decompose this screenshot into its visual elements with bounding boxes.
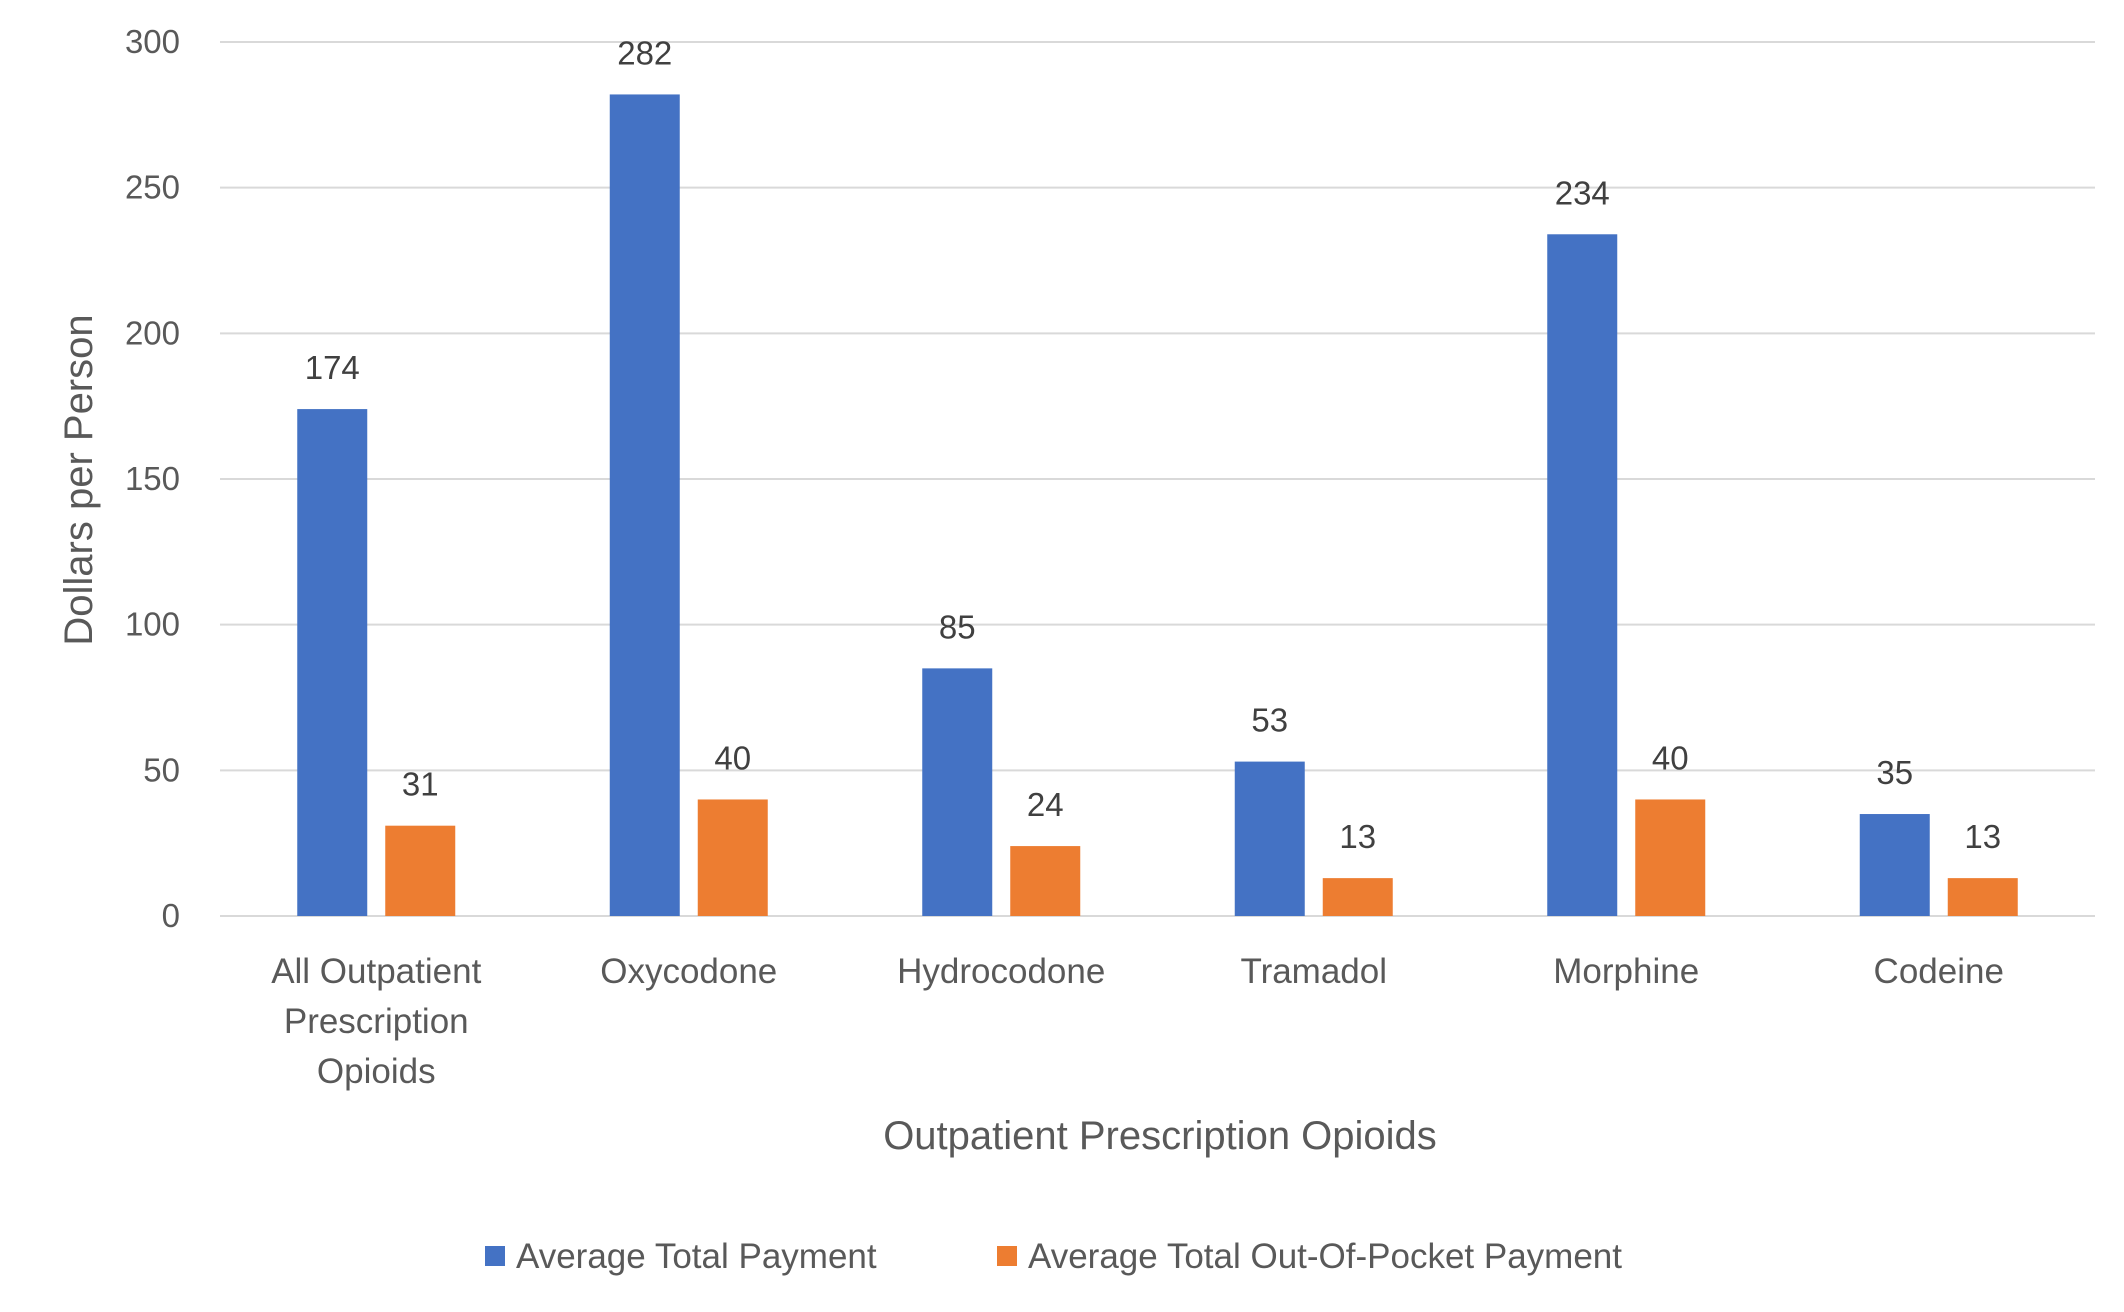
- y-axis-ticks: 0 50 100 150 200 250 300: [125, 23, 180, 934]
- data-label: 24: [1027, 786, 1064, 823]
- x-category-label: Codeine: [1874, 952, 2004, 991]
- data-labels: 174 282 85 53 234 35 31 40 24 13 40 13: [305, 34, 2001, 855]
- x-category-label: Morphine: [1553, 952, 1699, 991]
- bar-total-payment: [297, 409, 368, 916]
- y-tick-label: 50: [143, 751, 180, 788]
- legend-swatch: [485, 1246, 505, 1266]
- data-label: 13: [1964, 818, 2001, 855]
- x-category-label-line: Prescription: [284, 1002, 469, 1041]
- x-category-label-line: Morphine: [1553, 952, 1699, 991]
- bar-total-payment: [609, 94, 680, 916]
- bar-out-of-pocket: [385, 825, 456, 916]
- y-tick-label: 0: [162, 897, 180, 934]
- x-axis-title: Outpatient Prescription Opioids: [883, 1114, 1437, 1158]
- y-tick-label: 300: [125, 23, 180, 60]
- bar-out-of-pocket: [1010, 846, 1081, 916]
- legend-label: Average Total Out-Of-Pocket Payment: [1028, 1237, 1622, 1276]
- x-category-label-line: Oxycodone: [600, 952, 777, 991]
- data-label: 35: [1876, 754, 1913, 791]
- x-category-label: Oxycodone: [600, 952, 777, 991]
- x-category-label-line: Tramadol: [1240, 952, 1387, 991]
- data-label: 53: [1251, 702, 1288, 739]
- gridlines: [220, 41, 2095, 917]
- bar-total-payment: [1859, 814, 1930, 916]
- x-category-label: All Outpatient Prescription Opioids: [271, 952, 481, 1091]
- bars: [297, 94, 2018, 916]
- data-label: 13: [1339, 818, 1376, 855]
- data-label: 174: [305, 349, 360, 386]
- y-tick-label: 150: [125, 460, 180, 497]
- legend-swatch: [997, 1246, 1017, 1266]
- x-category-label-line: Codeine: [1874, 952, 2004, 991]
- bar-total-payment: [1547, 234, 1618, 916]
- y-axis-title: Dollars per Person: [57, 314, 101, 645]
- y-tick-label: 200: [125, 314, 180, 351]
- bar-out-of-pocket: [1322, 878, 1393, 916]
- y-tick-label: 250: [125, 169, 180, 206]
- x-axis-categories: All Outpatient Prescription Opioids Oxycodo…: [271, 952, 2004, 1091]
- bar-total-payment: [1234, 761, 1305, 916]
- x-category-label: Hydrocodone: [897, 952, 1105, 991]
- y-tick-label: 100: [125, 606, 180, 643]
- bar-out-of-pocket: [1635, 799, 1706, 916]
- data-label: 234: [1555, 174, 1610, 211]
- x-category-label-line: All Outpatient: [271, 952, 481, 991]
- legend-label: Average Total Payment: [516, 1237, 877, 1276]
- bar-out-of-pocket: [697, 799, 768, 916]
- bar-total-payment: [922, 668, 993, 916]
- data-label: 31: [402, 766, 439, 803]
- x-category-label: Tramadol: [1240, 952, 1387, 991]
- x-category-label-line: Opioids: [317, 1052, 436, 1091]
- data-label: 85: [939, 608, 976, 645]
- data-label: 40: [714, 739, 751, 776]
- data-label: 282: [617, 34, 672, 71]
- data-label: 40: [1652, 739, 1689, 776]
- legend: Average Total Payment Average Total Out-O…: [485, 1237, 1622, 1276]
- bar-out-of-pocket: [1947, 878, 2018, 916]
- x-category-label-line: Hydrocodone: [897, 952, 1105, 991]
